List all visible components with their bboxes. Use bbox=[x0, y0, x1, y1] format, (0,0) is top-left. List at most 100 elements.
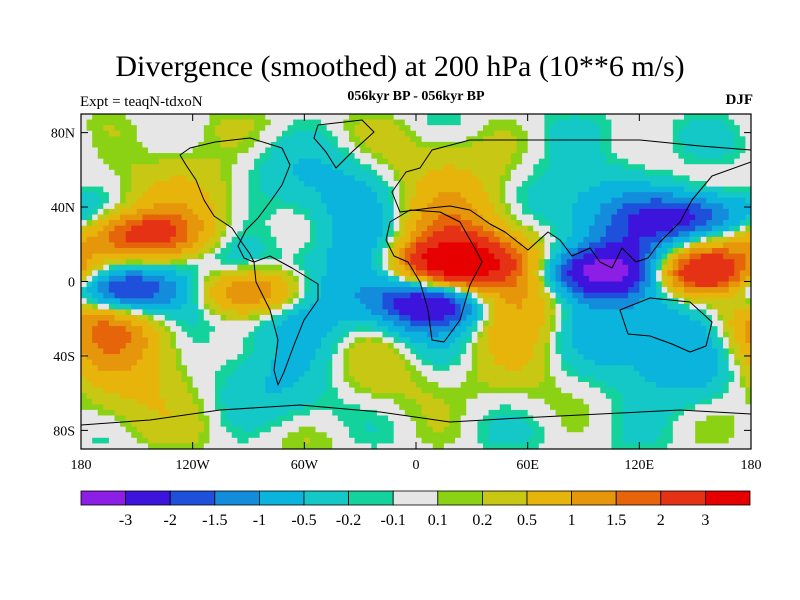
field-cell bbox=[544, 292, 551, 299]
field-cell bbox=[633, 203, 640, 210]
field-cell bbox=[159, 231, 166, 238]
field-cell bbox=[103, 114, 110, 121]
field-cell bbox=[315, 281, 322, 288]
field-cell bbox=[270, 192, 278, 199]
field-cell bbox=[650, 136, 657, 143]
field-cell bbox=[432, 242, 439, 249]
field-cell bbox=[365, 309, 372, 316]
field-cell bbox=[231, 248, 238, 255]
field-cell bbox=[572, 175, 579, 182]
field-cell bbox=[125, 331, 132, 338]
field-cell bbox=[86, 130, 93, 137]
field-cell bbox=[175, 337, 183, 344]
field-cell bbox=[633, 281, 640, 288]
field-cell bbox=[399, 136, 406, 143]
field-cell bbox=[92, 337, 99, 344]
field-cell bbox=[187, 192, 194, 199]
field-cell bbox=[92, 164, 99, 171]
field-cell bbox=[432, 175, 439, 182]
field-cell bbox=[315, 342, 322, 350]
field-cell bbox=[81, 203, 88, 210]
field-cell bbox=[572, 164, 579, 171]
field-cell bbox=[265, 270, 272, 277]
field-cell bbox=[466, 264, 473, 271]
field-cell bbox=[393, 197, 400, 204]
field-cell bbox=[287, 287, 294, 294]
field-cell bbox=[555, 197, 562, 204]
field-cell bbox=[237, 287, 244, 294]
field-cell bbox=[410, 259, 417, 266]
field-cell bbox=[628, 141, 635, 149]
field-cell bbox=[242, 264, 250, 271]
field-cell bbox=[583, 309, 590, 316]
field-cell bbox=[125, 141, 132, 149]
field-cell bbox=[672, 275, 680, 283]
field-cell bbox=[360, 114, 367, 121]
field-cell bbox=[231, 253, 238, 260]
field-cell bbox=[561, 197, 568, 204]
field-cell bbox=[600, 231, 607, 238]
field-cell bbox=[723, 236, 730, 244]
field-cell bbox=[226, 186, 233, 193]
field-cell bbox=[360, 337, 367, 344]
field-cell bbox=[706, 141, 713, 149]
field-cell bbox=[282, 114, 289, 121]
field-cell bbox=[92, 114, 99, 121]
field-cell bbox=[326, 208, 333, 216]
field-cell bbox=[739, 309, 747, 316]
field-cell bbox=[466, 225, 473, 232]
field-cell bbox=[455, 309, 462, 316]
field-cell bbox=[471, 181, 479, 188]
field-cell bbox=[360, 220, 367, 227]
field-cell bbox=[522, 186, 529, 193]
field-cell bbox=[711, 153, 719, 160]
field-cell bbox=[153, 153, 160, 160]
field-cell bbox=[622, 298, 629, 305]
field-cell bbox=[644, 225, 652, 232]
field-cell bbox=[617, 208, 624, 216]
field-cell bbox=[700, 119, 707, 126]
field-cell bbox=[734, 275, 741, 283]
field-cell bbox=[538, 153, 546, 160]
field-cell bbox=[382, 119, 389, 126]
field-cell bbox=[611, 225, 618, 232]
field-cell bbox=[522, 220, 529, 227]
field-cell bbox=[382, 225, 389, 232]
field-cell bbox=[371, 225, 378, 232]
field-cell bbox=[209, 214, 216, 221]
field-cell bbox=[672, 169, 680, 177]
field-cell bbox=[164, 331, 171, 338]
field-cell bbox=[483, 264, 490, 271]
field-cell bbox=[745, 326, 751, 333]
field-cell bbox=[689, 114, 696, 121]
field-cell bbox=[583, 141, 590, 149]
field-cell bbox=[120, 114, 127, 121]
field-cell bbox=[572, 203, 579, 210]
field-cell bbox=[611, 231, 618, 238]
field-cell bbox=[672, 119, 680, 126]
field-cell bbox=[678, 309, 685, 316]
field-cell bbox=[594, 192, 601, 199]
field-cell bbox=[354, 298, 361, 305]
field-cell bbox=[97, 136, 104, 143]
field-cell bbox=[265, 337, 272, 344]
field-cell bbox=[689, 186, 696, 193]
field-cell bbox=[287, 192, 294, 199]
field-cell bbox=[371, 203, 378, 210]
field-cell bbox=[81, 236, 88, 244]
field-cell bbox=[622, 287, 629, 294]
field-cell bbox=[192, 186, 199, 193]
field-cell bbox=[516, 337, 523, 344]
field-cell bbox=[276, 192, 283, 199]
field-cell bbox=[600, 225, 607, 232]
field-cell bbox=[455, 203, 462, 210]
field-cell bbox=[265, 275, 272, 283]
field-cell bbox=[270, 242, 278, 249]
field-cell bbox=[667, 186, 674, 193]
field-cell bbox=[589, 259, 596, 266]
field-cell bbox=[181, 270, 188, 277]
field-cell bbox=[237, 158, 244, 165]
field-cell bbox=[354, 125, 361, 132]
field-cell bbox=[622, 169, 629, 177]
field-cell bbox=[153, 220, 160, 227]
